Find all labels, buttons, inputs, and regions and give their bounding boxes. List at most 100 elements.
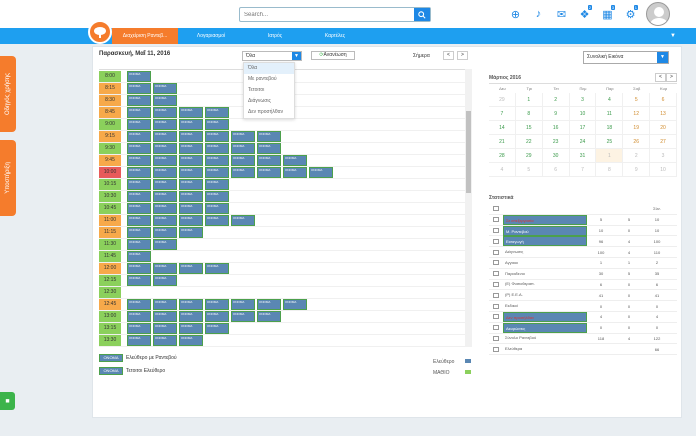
appointment-block[interactable]: ΟΝΟΜΑ xyxy=(153,143,177,154)
calendar-day[interactable]: 20 xyxy=(650,121,677,135)
time-slot[interactable]: 9:15 xyxy=(99,131,121,142)
calendar-day[interactable]: 12 xyxy=(623,107,651,121)
appointment-block[interactable]: ΟΝΟΜΑ xyxy=(205,203,229,214)
calendar-day[interactable]: 1 xyxy=(515,93,543,107)
schedule-row[interactable]: 9:30 ΟΝΟΜΑ ΟΝΟΜΑ ΟΝΟΜΑ ΟΝΟΜΑ ΟΝΟΜΑ ΟΝΟΜΑ xyxy=(99,143,465,155)
appointment-block[interactable]: ΟΝΟΜΑ xyxy=(231,215,255,226)
appointment-block[interactable]: ΟΝΟΜΑ xyxy=(127,191,151,202)
appointment-block[interactable]: ΟΝΟΜΑ xyxy=(153,119,177,130)
calendar-day[interactable]: 19 xyxy=(623,121,651,135)
schedule-row[interactable]: 10:30 ΟΝΟΜΑ ΟΝΟΜΑ ΟΝΟΜΑ ΟΝΟΜΑ xyxy=(99,191,465,203)
appointment-block[interactable]: ΟΝΟΜΑ xyxy=(179,143,203,154)
schedule-row[interactable]: 9:00 ΟΝΟΜΑ ΟΝΟΜΑ ΟΝΟΜΑ ΟΝΟΜΑ xyxy=(99,119,465,131)
row-checkbox[interactable] xyxy=(493,346,499,352)
mini-calendar-next[interactable]: > xyxy=(666,73,677,82)
calendar-day[interactable]: 14 xyxy=(489,121,516,135)
schedule-row[interactable]: 11:45 ΟΝΟΜΑ xyxy=(99,251,465,263)
bell-icon[interactable]: ♪ xyxy=(535,8,542,20)
calendar-day[interactable]: 8 xyxy=(515,107,543,121)
calendar-day[interactable]: 10 xyxy=(569,107,597,121)
prev-day-button[interactable]: < xyxy=(443,51,454,60)
row-checkbox[interactable] xyxy=(493,303,499,309)
appointment-block[interactable]: ΟΝΟΜΑ xyxy=(127,227,151,238)
appointment-block[interactable]: ΟΝΟΜΑ xyxy=(179,203,203,214)
appointment-block[interactable]: ΟΝΟΜΑ xyxy=(179,191,203,202)
calendar-day[interactable]: 8 xyxy=(596,163,624,177)
tab-accounts[interactable]: Λογαριασμοί xyxy=(196,33,226,39)
appointment-block[interactable]: ΟΝΟΜΑ xyxy=(257,155,281,166)
calendar-day[interactable]: 27 xyxy=(650,135,677,149)
appointment-block[interactable]: ΟΝΟΜΑ xyxy=(127,131,151,142)
time-slot[interactable]: 11:15 xyxy=(99,227,121,238)
time-slot[interactable]: 11:45 xyxy=(99,251,121,262)
appointment-block[interactable]: ΟΝΟΜΑ xyxy=(153,311,177,322)
appointment-block[interactable]: ΟΝΟΜΑ xyxy=(231,131,255,142)
row-checkbox[interactable] xyxy=(493,249,499,255)
appointment-block[interactable]: ΟΝΟΜΑ xyxy=(231,311,255,322)
schedule-row[interactable]: 11:30 ΟΝΟΜΑ ΟΝΟΜΑ xyxy=(99,239,465,251)
appointment-block[interactable]: ΟΝΟΜΑ xyxy=(231,155,255,166)
appointment-block[interactable]: ΟΝΟΜΑ xyxy=(257,131,281,142)
appointment-block[interactable]: ΟΝΟΜΑ xyxy=(153,323,177,334)
schedule-row[interactable]: 12:30 xyxy=(99,287,465,299)
calendar-day[interactable]: 15 xyxy=(515,121,543,135)
time-slot[interactable]: 8:15 xyxy=(99,83,121,94)
sidetab-user-guide[interactable]: Οδηγός χρήσης xyxy=(0,56,16,132)
calendar-day[interactable]: 17 xyxy=(569,121,597,135)
calendar-day[interactable]: 7 xyxy=(569,163,597,177)
filter-option[interactable]: Όλα xyxy=(244,63,294,74)
appointment-block[interactable]: ΟΝΟΜΑ xyxy=(127,299,151,310)
appointment-block[interactable]: ΟΝΟΜΑ xyxy=(283,299,307,310)
row-checkbox[interactable] xyxy=(493,325,499,331)
appointment-block[interactable]: ΟΝΟΜΑ xyxy=(205,167,229,178)
time-slot[interactable]: 9:45 xyxy=(99,155,121,166)
appointment-block[interactable]: ΟΝΟΜΑ xyxy=(153,275,177,286)
appointment-block[interactable]: ΟΝΟΜΑ xyxy=(153,335,177,346)
appointment-block[interactable]: ΟΝΟΜΑ xyxy=(283,167,307,178)
appointment-block[interactable]: ΟΝΟΜΑ xyxy=(153,131,177,142)
settings-icon[interactable]: ⚙ 1 xyxy=(625,4,639,21)
mail-icon[interactable]: ✉ xyxy=(556,8,567,21)
time-slot[interactable]: 11:30 xyxy=(99,239,121,250)
calendar-day[interactable]: 10 xyxy=(650,163,677,177)
time-slot[interactable]: 11:00 xyxy=(99,215,121,226)
calendar-day[interactable]: 6 xyxy=(650,93,677,107)
time-slot[interactable]: 8:30 xyxy=(99,95,121,106)
schedule-row[interactable]: 13:00 ΟΝΟΜΑ ΟΝΟΜΑ ΟΝΟΜΑ ΟΝΟΜΑ ΟΝΟΜΑ ΟΝΟΜΑ xyxy=(99,311,465,323)
schedule-row[interactable]: 11:15 ΟΝΟΜΑ ΟΝΟΜΑ ΟΝΟΜΑ xyxy=(99,227,465,239)
calendar-day[interactable]: 29 xyxy=(489,93,516,107)
schedule-row[interactable]: 9:15 ΟΝΟΜΑ ΟΝΟΜΑ ΟΝΟΜΑ ΟΝΟΜΑ ΟΝΟΜΑ ΟΝΟΜΑ xyxy=(99,131,465,143)
filter-option[interactable]: Τετοιτοι xyxy=(248,87,265,93)
appointment-block[interactable]: ΟΝΟΜΑ xyxy=(179,131,203,142)
calendar-day[interactable]: 30 xyxy=(542,149,570,163)
appointment-block[interactable]: ΟΝΟΜΑ xyxy=(179,119,203,130)
appointment-block[interactable]: ΟΝΟΜΑ xyxy=(127,263,151,274)
calendar-day[interactable]: 2 xyxy=(542,93,570,107)
filter-option[interactable]: Δεν προσήλθαν xyxy=(248,109,284,115)
appointment-block[interactable]: ΟΝΟΜΑ xyxy=(205,215,229,226)
time-slot[interactable]: 13:00 xyxy=(99,311,121,322)
appointment-block[interactable]: ΟΝΟΜΑ xyxy=(179,155,203,166)
time-slot[interactable]: 8:45 xyxy=(99,107,121,118)
appointment-block[interactable]: ΟΝΟΜΑ xyxy=(153,299,177,310)
appointment-block[interactable]: ΟΝΟΜΑ xyxy=(179,167,203,178)
appointment-block[interactable]: ΟΝΟΜΑ xyxy=(127,179,151,190)
row-checkbox[interactable] xyxy=(493,314,499,320)
appointment-block[interactable]: ΟΝΟΜΑ xyxy=(153,215,177,226)
appointment-block[interactable]: ΟΝΟΜΑ xyxy=(205,119,229,130)
appointment-block[interactable]: ΟΝΟΜΑ xyxy=(127,119,151,130)
add-doc-icon[interactable]: ⊕ xyxy=(510,8,521,21)
time-slot[interactable]: 9:00 xyxy=(99,119,121,130)
appointment-block[interactable]: ΟΝΟΜΑ xyxy=(127,323,151,334)
search-input[interactable] xyxy=(240,8,414,21)
appointment-block[interactable]: ΟΝΟΜΑ xyxy=(153,227,177,238)
appointment-block[interactable]: ΟΝΟΜΑ xyxy=(127,215,151,226)
appointment-block[interactable]: ΟΝΟΜΑ xyxy=(205,155,229,166)
appointment-block[interactable]: ΟΝΟΜΑ xyxy=(283,155,307,166)
time-slot[interactable]: 10:00 xyxy=(99,167,121,178)
calendar-day[interactable]: 1 xyxy=(596,149,624,163)
overview-select[interactable]: Συνολική Εικόνα ▼ xyxy=(583,51,669,64)
schedule-row[interactable]: 13:30 ΟΝΟΜΑ ΟΝΟΜΑ ΟΝΟΜΑ xyxy=(99,335,465,347)
appointment-block[interactable]: ΟΝΟΜΑ xyxy=(205,107,229,118)
schedule-row[interactable]: 10:15 ΟΝΟΜΑ ΟΝΟΜΑ ΟΝΟΜΑ ΟΝΟΜΑ xyxy=(99,179,465,191)
